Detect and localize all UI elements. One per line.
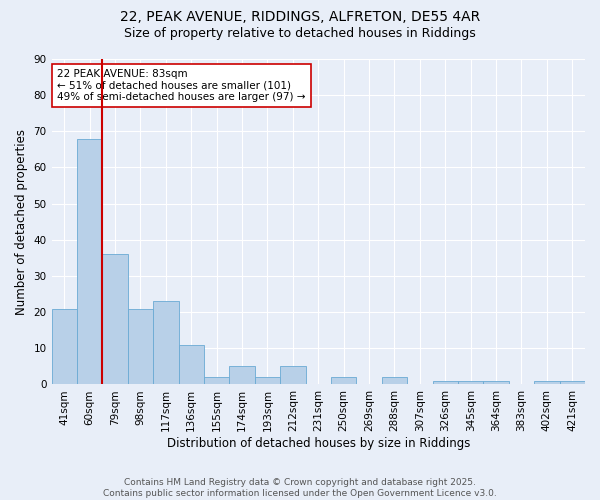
Bar <box>179 344 204 385</box>
X-axis label: Distribution of detached houses by size in Riddings: Distribution of detached houses by size … <box>167 437 470 450</box>
Bar <box>204 377 229 384</box>
Bar <box>534 381 560 384</box>
Bar <box>255 377 280 384</box>
Y-axis label: Number of detached properties: Number of detached properties <box>15 128 28 314</box>
Bar <box>280 366 305 384</box>
Bar <box>484 381 509 384</box>
Bar <box>331 377 356 384</box>
Bar <box>153 302 179 384</box>
Bar <box>128 308 153 384</box>
Text: Contains HM Land Registry data © Crown copyright and database right 2025.
Contai: Contains HM Land Registry data © Crown c… <box>103 478 497 498</box>
Bar <box>229 366 255 384</box>
Text: 22, PEAK AVENUE, RIDDINGS, ALFRETON, DE55 4AR: 22, PEAK AVENUE, RIDDINGS, ALFRETON, DE5… <box>120 10 480 24</box>
Bar <box>77 138 103 384</box>
Bar <box>52 308 77 384</box>
Bar <box>382 377 407 384</box>
Bar <box>560 381 585 384</box>
Bar <box>458 381 484 384</box>
Bar <box>103 254 128 384</box>
Text: Size of property relative to detached houses in Riddings: Size of property relative to detached ho… <box>124 28 476 40</box>
Text: 22 PEAK AVENUE: 83sqm
← 51% of detached houses are smaller (101)
49% of semi-det: 22 PEAK AVENUE: 83sqm ← 51% of detached … <box>57 69 305 102</box>
Bar <box>433 381 458 384</box>
